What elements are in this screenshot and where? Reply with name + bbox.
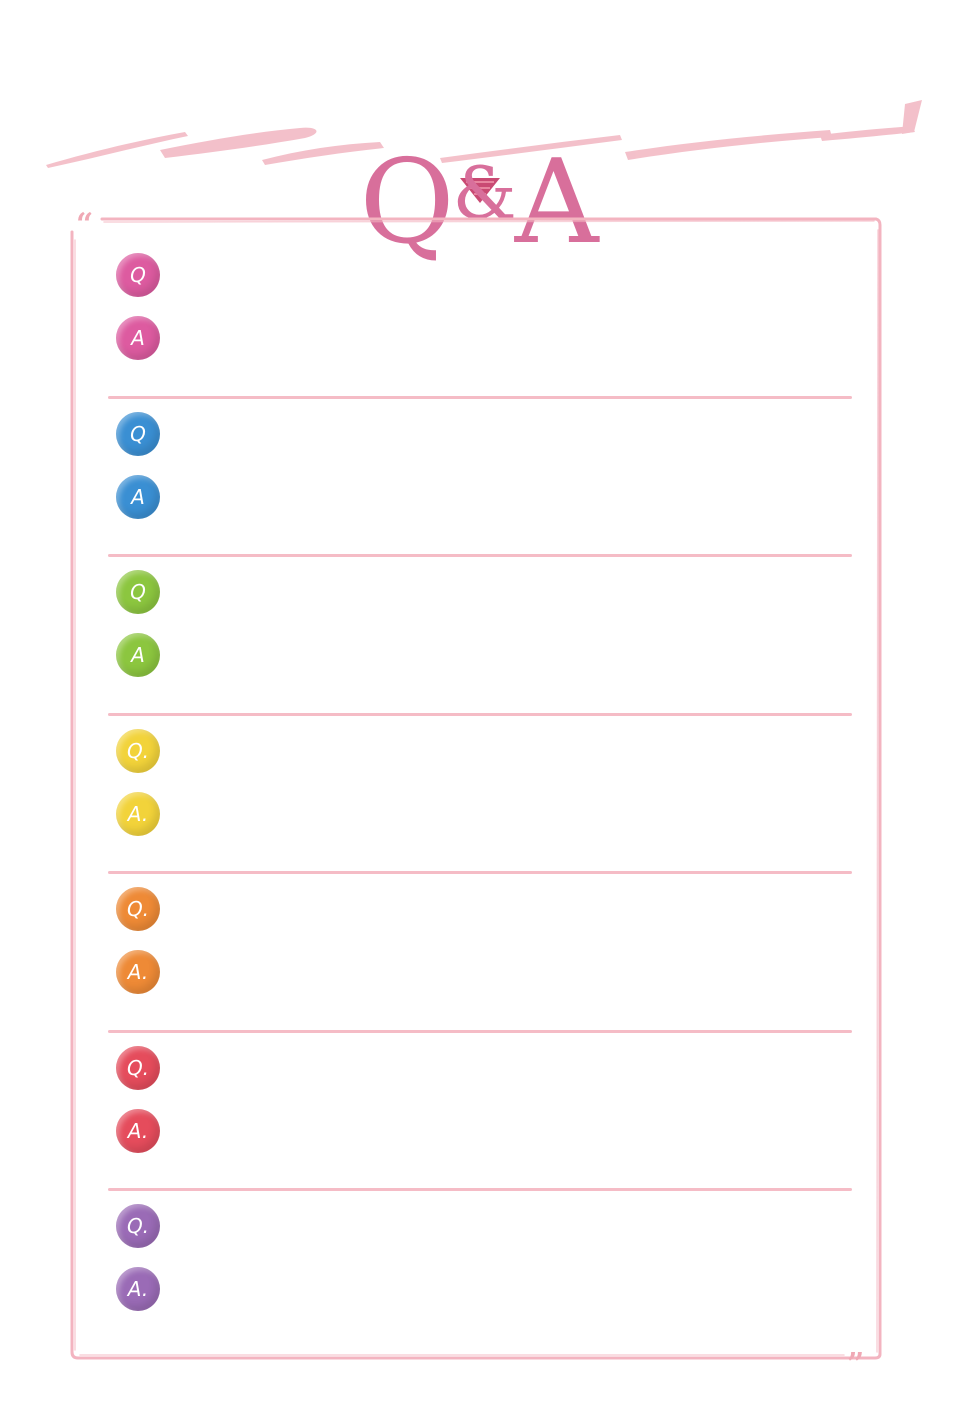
question-badge: Q. [116, 1045, 160, 1090]
answer-badge: A [116, 316, 160, 360]
question-row[interactable]: Q [116, 411, 836, 456]
answer-badge: A. [116, 950, 160, 994]
question-badge: Q [116, 570, 160, 614]
brush-stroke-left [46, 127, 384, 168]
question-row[interactable]: Q. [116, 887, 836, 931]
answer-badge: A [116, 474, 160, 519]
qa-entry: Q A [108, 557, 852, 716]
answer-row[interactable]: A. [116, 950, 836, 994]
entry-divider [108, 554, 852, 557]
qa-entry: Q. A. [108, 1191, 852, 1350]
answer-row[interactable]: A. [116, 1267, 836, 1311]
qa-list: Q A Q A Q A Q. A. Q. A. Q. A. Q. A. [108, 240, 852, 1350]
answer-badge: A. [116, 791, 160, 836]
qa-entry: Q. A. [108, 1033, 852, 1191]
qa-entry: Q A [108, 240, 852, 399]
answer-row[interactable]: A [116, 474, 836, 519]
question-badge: Q. [116, 728, 160, 773]
answer-row[interactable]: A. [116, 1108, 836, 1153]
answer-row[interactable]: A [116, 316, 836, 360]
open-quote-mark: “ [76, 207, 94, 242]
question-row[interactable]: Q. [116, 1045, 836, 1090]
entry-divider [108, 1029, 852, 1033]
question-row[interactable]: Q [116, 570, 836, 614]
question-row[interactable]: Q [116, 253, 836, 297]
question-badge: Q. [116, 1204, 160, 1248]
entry-divider [108, 712, 852, 716]
close-quote-mark: ” [847, 1347, 865, 1382]
header-decoration [46, 100, 922, 203]
question-row[interactable]: Q. [116, 728, 836, 773]
qa-entry: Q. A. [108, 716, 852, 874]
answer-row[interactable]: A [116, 633, 836, 677]
question-badge: Q. [116, 887, 160, 931]
answer-badge: A. [116, 1267, 160, 1311]
title-ampersand: & [452, 150, 519, 235]
down-arrow-icon [460, 178, 500, 203]
entry-divider [108, 1188, 852, 1191]
answer-row[interactable]: A. [116, 791, 836, 836]
qa-entry: Q. A. [108, 874, 852, 1033]
question-badge: Q [116, 411, 160, 456]
question-row[interactable]: Q. [116, 1204, 836, 1248]
entry-divider [108, 395, 852, 399]
entry-divider [108, 871, 852, 874]
answer-badge: A [116, 633, 160, 677]
answer-badge: A. [116, 1108, 160, 1153]
qa-entry: Q A [108, 399, 852, 557]
question-badge: Q [116, 253, 160, 297]
brush-stroke-right [440, 100, 922, 163]
